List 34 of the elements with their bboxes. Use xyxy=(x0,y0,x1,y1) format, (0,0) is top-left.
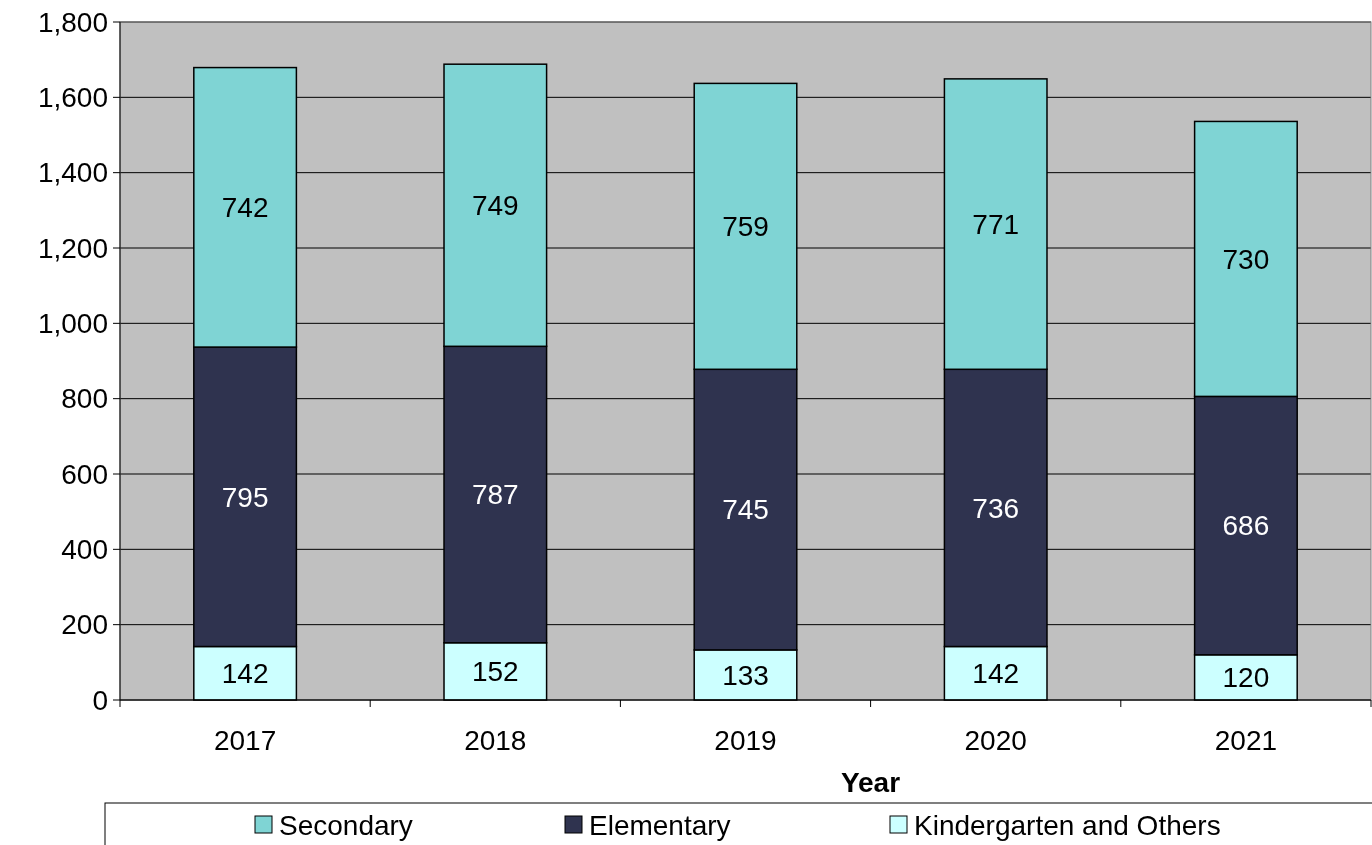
y-tick-label: 200 xyxy=(61,609,108,641)
x-tick-label: 2019 xyxy=(714,724,777,756)
y-tick-label: 1,200 xyxy=(37,232,108,264)
y-tick-label: 1,600 xyxy=(37,82,108,114)
data-label: 133 xyxy=(722,659,769,691)
legend-label: Secondary xyxy=(279,809,413,841)
data-label: 795 xyxy=(221,481,269,513)
x-tick-label: 2018 xyxy=(464,724,527,756)
legend-label: Elementary xyxy=(589,809,731,841)
x-tick-label: 2017 xyxy=(213,724,277,756)
y-tick-label: 400 xyxy=(61,534,108,566)
data-label: 787 xyxy=(471,479,519,511)
y-tick-label: 0 xyxy=(92,684,108,716)
data-label: 742 xyxy=(221,192,269,224)
x-tick-label: 2020 xyxy=(964,724,1027,756)
y-tick-label: 1,800 xyxy=(37,6,108,38)
data-label: 771 xyxy=(972,208,1020,240)
data-label: 736 xyxy=(972,492,1020,524)
data-label: 142 xyxy=(221,658,269,690)
y-tick-label: 1,000 xyxy=(37,308,108,340)
data-label: 749 xyxy=(471,190,519,222)
data-label: 142 xyxy=(972,658,1020,690)
y-tick-label: 1,400 xyxy=(37,157,108,189)
data-label: 152 xyxy=(471,656,519,688)
data-label: 686 xyxy=(1222,510,1270,542)
data-label: 759 xyxy=(722,211,769,243)
data-label: 730 xyxy=(1222,243,1270,275)
data-label: 120 xyxy=(1222,662,1270,694)
y-tick-label: 800 xyxy=(61,383,108,415)
x-axis-title: Year xyxy=(840,766,901,798)
y-tick-label: 600 xyxy=(61,458,108,490)
legend-label: Kindergarten and Others xyxy=(914,809,1221,841)
data-label: 745 xyxy=(722,494,769,526)
x-tick-label: 2021 xyxy=(1214,724,1278,756)
